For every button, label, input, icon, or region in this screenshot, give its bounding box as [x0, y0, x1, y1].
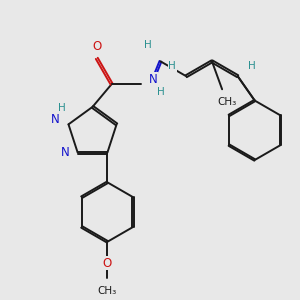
Text: H: H — [248, 61, 255, 71]
Text: H: H — [144, 40, 152, 50]
Text: N: N — [51, 113, 60, 126]
Text: H: H — [157, 87, 165, 97]
Text: N: N — [149, 73, 158, 86]
Text: CH₃: CH₃ — [98, 286, 117, 296]
Text: N: N — [60, 146, 69, 159]
Text: O: O — [103, 256, 112, 270]
Text: O: O — [92, 40, 101, 53]
Text: H: H — [58, 103, 65, 112]
Text: H: H — [169, 61, 176, 71]
Text: CH₃: CH₃ — [218, 97, 237, 107]
